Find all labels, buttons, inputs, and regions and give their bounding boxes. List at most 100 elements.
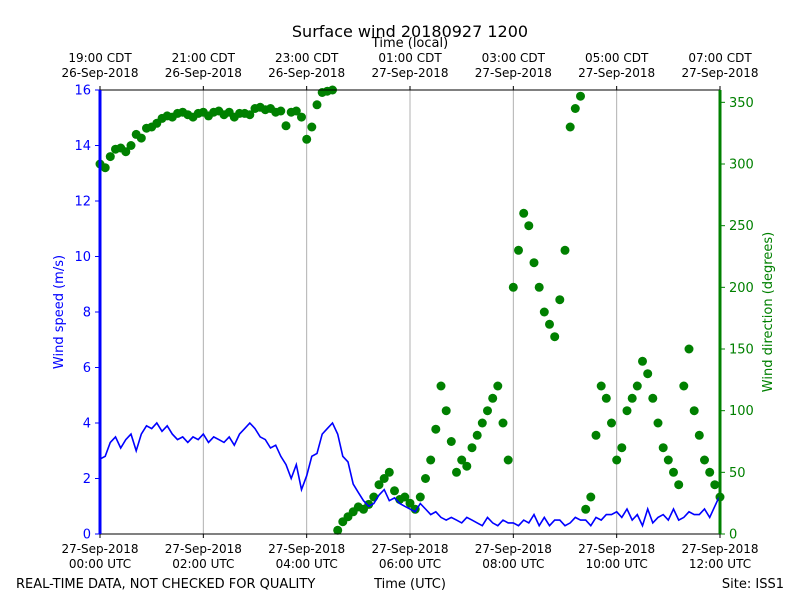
wind-direction-point [539,307,549,317]
wind-direction-point [121,147,131,157]
wind-direction-point [514,245,523,255]
top-tick-time: 01:00 CDT [378,51,442,65]
wind-direction-point [472,430,482,440]
y-left-tick-label: 10 [74,250,91,265]
right-axis-label: Wind direction (degrees) [761,232,776,392]
wind-direction-point [638,356,647,366]
top-tick-time: 05:00 CDT [585,51,649,65]
wind-direction-point [669,467,678,477]
wind-direction-point [632,381,642,391]
wind-direction-point [136,133,146,143]
y-right-tick-label: 50 [729,466,746,481]
bottom-axis-label: Time (UTC) [373,577,446,592]
wind-direction-point [477,418,487,428]
wind-direction-point [534,282,544,292]
y-left-tick-label: 14 [74,139,91,154]
wind-speed-line [99,421,721,528]
x-tick-time: 08:00 UTC [482,557,544,571]
wind-direction-point [627,393,637,403]
wind-direction-point [400,492,410,502]
y-right-tick-label: 250 [729,219,754,234]
wind-direction-point [431,424,441,434]
chart-title: Surface wind 20180927 1200 [292,22,528,41]
x-tick-date: 27-Sep-2018 [61,542,138,556]
x-tick-time: 04:00 UTC [276,557,338,571]
wind-direction-point [467,443,477,453]
wind-direction-point [291,106,301,116]
wind-direction-point [576,91,585,101]
x-tick-date: 27-Sep-2018 [475,542,552,556]
top-tick-date: 26-Sep-2018 [165,66,242,80]
wind-direction-point [684,344,694,354]
wind-direction-point [126,141,136,150]
wind-direction-point [390,486,399,496]
y-left-tick-label: 2 [83,472,91,487]
left-axis-ticks: 0 2 4 6 8 10 12 14 16 [74,84,100,543]
y-right-tick-label: 150 [729,343,754,358]
right-axis-ticks: 0 50 100 150 200 250 300 350 [720,96,754,543]
y-left-tick-label: 12 [74,195,91,210]
wind-direction-point [607,418,616,428]
x-tick-date: 27-Sep-2018 [268,542,345,556]
wind-direction-point [488,393,498,403]
wind-direction-point [555,295,565,305]
wind-direction-point [405,498,415,508]
footer-site: Site: ISS1 [722,577,784,592]
top-tick-time: 03:00 CDT [482,51,546,65]
y-left-tick-label: 8 [83,306,91,321]
wind-direction-point [581,504,591,514]
top-tick-date: 26-Sep-2018 [61,66,138,80]
wind-direction-point [446,437,456,446]
wind-direction-point [700,455,709,465]
x-tick-date: 27-Sep-2018 [371,542,448,556]
wind-direction-point [276,106,286,116]
wind-direction-point [297,112,306,122]
wind-direction-point [457,455,467,465]
wind-direction-series [95,85,725,535]
y-right-tick-label: 100 [729,404,754,419]
wind-direction-point [612,455,622,465]
top-tick-date: 27-Sep-2018 [681,66,758,80]
top-tick-date: 27-Sep-2018 [578,66,655,80]
wind-direction-point [493,381,503,391]
wind-direction-point [648,393,658,403]
wind-direction-point [586,492,596,502]
wind-direction-point [333,525,343,535]
wind-direction-point [307,122,317,132]
wind-direction-point [674,480,684,490]
wind-direction-point [622,406,632,416]
wind-direction-point [452,467,461,477]
x-tick-time: 12:00 UTC [689,557,751,571]
y-left-tick-label: 4 [83,417,91,432]
wind-direction-point [689,406,699,416]
y-right-tick-label: 0 [729,528,737,543]
wind-direction-point [421,474,430,483]
wind-direction-point [302,134,312,144]
wind-direction-point [281,121,291,131]
top-tick-time: 19:00 CDT [68,51,132,65]
wind-direction-point [529,258,539,268]
wind-direction-point [436,381,446,391]
wind-direction-point [679,381,689,391]
gridlines [202,90,618,534]
wind-direction-point [245,110,255,120]
top-tick-time: 07:00 CDT [688,51,752,65]
x-tick-time: 10:00 UTC [586,557,648,571]
wind-direction-point [653,418,663,428]
wind-direction-point [643,369,653,379]
wind-direction-point [524,221,534,231]
wind-direction-point [379,474,389,483]
wind-direction-point [596,381,606,391]
wind-direction-point [374,480,384,490]
y-right-tick-label: 300 [729,158,754,173]
x-tick-date: 27-Sep-2018 [165,542,242,556]
wind-direction-point [519,208,529,218]
wind-direction-point [441,406,451,416]
footer-disclaimer: REAL-TIME DATA, NOT CHECKED FOR QUALITY [16,577,315,592]
wind-direction-point [560,245,570,255]
top-tick-date: 27-Sep-2018 [371,66,448,80]
x-tick-time: 00:00 UTC [69,557,131,571]
wind-direction-point [498,418,508,428]
